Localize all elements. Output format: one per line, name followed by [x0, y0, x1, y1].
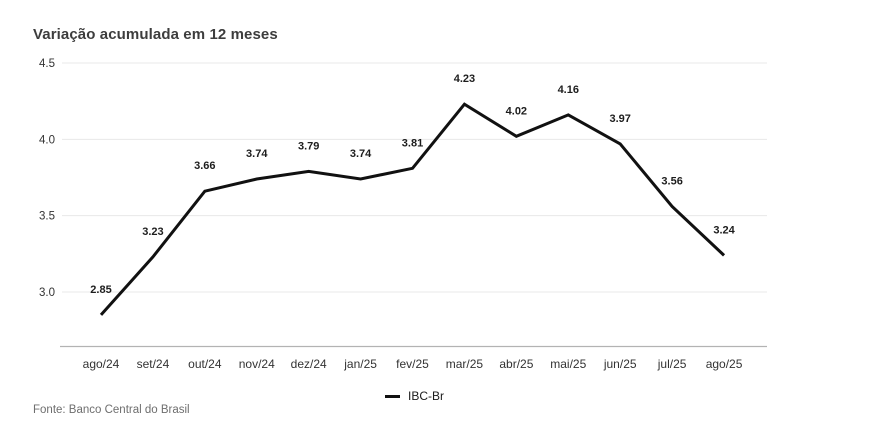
x-tick-label: jul/25 — [657, 357, 687, 371]
series-line — [99, 102, 726, 316]
data-label: 3.23 — [142, 226, 163, 238]
data-label: 3.81 — [402, 137, 423, 149]
data-label: 3.97 — [609, 113, 630, 125]
y-tick-label: 4.0 — [39, 134, 55, 146]
data-label: 3.24 — [713, 224, 735, 236]
x-tick-label: jan/25 — [343, 357, 377, 371]
data-label: 3.74 — [246, 148, 268, 160]
legend-line-marker-icon — [385, 394, 400, 398]
data-label: 3.66 — [194, 160, 215, 172]
data-label: 3.79 — [298, 140, 319, 152]
data-label: 3.56 — [661, 176, 682, 188]
data-label: 4.23 — [454, 73, 475, 85]
y-tick-label: 3.5 — [39, 211, 55, 223]
source-note: Fonte: Banco Central do Brasil — [33, 404, 190, 416]
x-tick-label: set/24 — [137, 357, 170, 371]
data-label: 4.02 — [506, 105, 527, 117]
legend-series-label: IBC-Br — [408, 389, 444, 403]
chart-title: Variação acumulada em 12 meses — [33, 26, 278, 43]
x-tick-label: fev/25 — [396, 357, 429, 371]
x-tick-label: nov/24 — [239, 357, 275, 371]
x-tick-label: abr/25 — [499, 357, 533, 371]
data-label: 4.16 — [558, 84, 579, 96]
y-tick-label: 3.0 — [39, 287, 55, 299]
data-label: 2.85 — [90, 284, 111, 296]
x-tick-label: mar/25 — [446, 357, 484, 371]
x-tick-label: dez/24 — [291, 357, 327, 371]
x-tick-label: jun/25 — [603, 357, 637, 371]
x-tick-label: ago/25 — [706, 357, 743, 371]
x-tick-label: out/24 — [188, 357, 222, 371]
chart-legend: IBC-Br — [62, 389, 767, 403]
data-label: 3.74 — [350, 148, 372, 160]
x-tick-label: mai/25 — [550, 357, 586, 371]
x-tick-label: ago/24 — [83, 357, 120, 371]
y-tick-label: 4.5 — [39, 58, 55, 70]
